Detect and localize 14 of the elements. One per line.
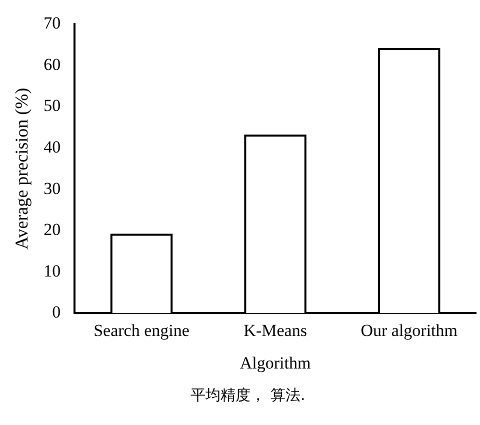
y-tick-label: 40 bbox=[44, 138, 61, 157]
y-tick-label: 10 bbox=[44, 261, 61, 280]
y-tick-label: 20 bbox=[44, 220, 61, 240]
x-tick-label: Our algorithm bbox=[360, 320, 458, 340]
y-tick-label: 70 bbox=[44, 14, 61, 33]
x-tick-label: K-Means bbox=[244, 320, 307, 340]
x-axis-title: Algorithm bbox=[240, 353, 311, 372]
y-axis-title: Average precision (%) bbox=[12, 88, 32, 250]
y-tick-label: 60 bbox=[44, 54, 61, 74]
x-tick-label: Search engine bbox=[94, 320, 190, 340]
y-tick-label: 50 bbox=[44, 96, 61, 116]
text: 平均精度， 算法. bbox=[190, 386, 306, 405]
y-tick-label: 30 bbox=[44, 178, 61, 198]
y-tick-label: 0 bbox=[52, 302, 61, 322]
